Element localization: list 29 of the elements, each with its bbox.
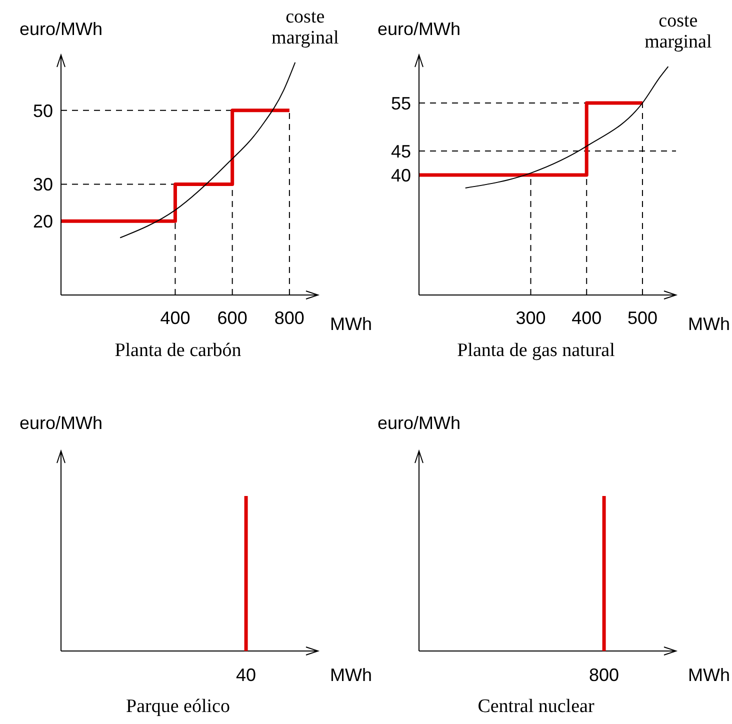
text: Planta de carbón: [114, 340, 242, 362]
text: 800: [589, 665, 620, 685]
x-axis-title: MWh: [688, 314, 730, 334]
x-tick-label: 400: [160, 308, 190, 328]
y-axis-title: euro/MWh: [377, 19, 461, 39]
x-tick-label: 800: [274, 308, 304, 328]
text: Planta de gas natural: [456, 340, 616, 362]
series-label: coste marginal: [272, 6, 339, 48]
y-tick-label: 45: [390, 141, 411, 162]
x-tick-label: 500: [627, 308, 658, 328]
text: Central nuclear: [476, 696, 596, 718]
text: Parque eólico: [125, 696, 231, 718]
series-label: coste marginal: [644, 10, 712, 53]
y-axis-title: euro/MWh: [19, 19, 103, 39]
y-tick-label: 55: [390, 93, 411, 114]
text: MWh: [688, 665, 730, 685]
text: euro/MWh: [19, 413, 103, 433]
x-tick-label: 400: [572, 308, 602, 328]
text: euro/MWh: [377, 413, 461, 433]
text: MWh: [330, 665, 372, 685]
text: 40: [236, 665, 256, 685]
x-axis-title: MWh: [330, 314, 372, 334]
y-tick-label: 50: [32, 100, 53, 121]
line-series: [120, 62, 296, 238]
x-tick-label: 600: [217, 308, 248, 328]
y-tick-label: 20: [32, 212, 53, 232]
x-tick-label: 300: [516, 308, 546, 328]
y-tick-label: 40: [390, 165, 411, 186]
y-tick-label: 30: [32, 174, 53, 195]
